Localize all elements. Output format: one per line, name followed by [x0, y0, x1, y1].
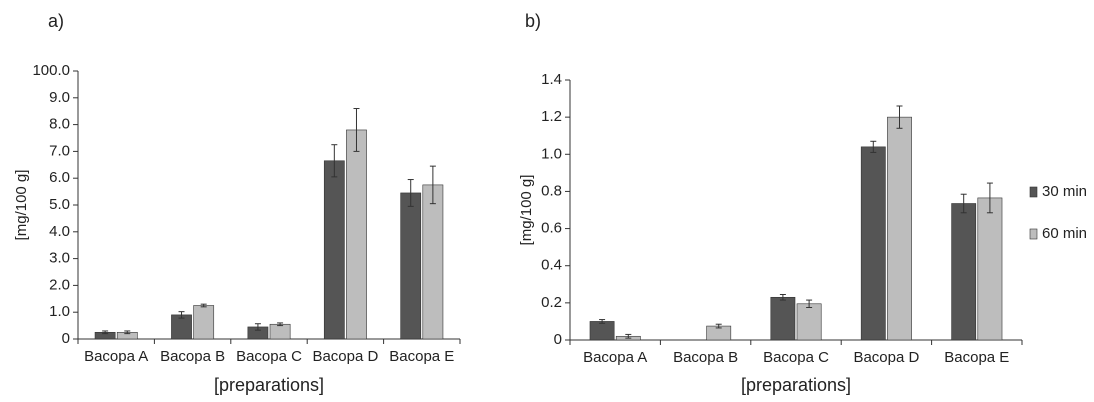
legend-label: 30 min [1042, 183, 1087, 200]
bar [346, 129, 367, 340]
bar [796, 303, 822, 341]
x-tick-label: Bacopa B [673, 349, 738, 366]
bar [887, 116, 912, 341]
x-tick-label: Bacopa A [583, 349, 647, 366]
y-tick-label: 0 [62, 330, 70, 347]
y-tick-label: 6.0 [49, 169, 70, 186]
bar [323, 160, 345, 340]
y-tick-label: 100.0 [32, 62, 70, 79]
y-tick-label: 9.0 [49, 89, 70, 106]
legend-swatch [1029, 228, 1038, 240]
x-axis-title: [preparations] [214, 375, 324, 395]
y-tick-label: 0.6 [541, 220, 562, 237]
x-tick-label: Bacopa C [236, 348, 302, 365]
y-tick-label: 0 [554, 331, 562, 348]
y-tick-label: 1.4 [541, 71, 562, 88]
bar [400, 192, 422, 340]
x-tick-label: Bacopa C [763, 349, 829, 366]
y-tick-label: 8.0 [49, 116, 70, 133]
y-tick-label: 0.2 [541, 294, 562, 311]
bar [860, 146, 886, 341]
panel-label: b) [525, 11, 541, 31]
bar [589, 321, 615, 341]
y-axis-title: [mg/100 g] [13, 170, 30, 241]
panel-label: a) [48, 11, 64, 31]
y-tick-label: 7.0 [49, 142, 70, 159]
x-tick-label: Bacopa A [84, 348, 148, 365]
x-tick-label: Bacopa D [312, 348, 378, 365]
x-tick-label: Bacopa E [389, 348, 454, 365]
y-axis-title: [mg/100 g] [518, 175, 535, 246]
y-tick-label: 5.0 [49, 196, 70, 213]
y-tick-label: 1.2 [541, 108, 562, 125]
bar [269, 323, 291, 340]
y-tick-label: 3.0 [49, 250, 70, 267]
bar [977, 197, 1003, 341]
x-axis-title: [preparations] [741, 375, 851, 395]
bar [193, 305, 215, 340]
x-tick-label: Bacopa E [944, 349, 1009, 366]
bar [770, 296, 796, 341]
y-tick-label: 1.0 [49, 303, 70, 320]
legend-swatch [1029, 186, 1038, 198]
x-tick-label: Bacopa B [160, 348, 225, 365]
x-tick-label: Bacopa D [853, 349, 919, 366]
bar [422, 184, 444, 340]
y-tick-label: 0.4 [541, 257, 562, 274]
y-tick-label: 2.0 [49, 276, 70, 293]
y-tick-label: 1.0 [541, 145, 562, 162]
y-tick-label: 4.0 [49, 223, 70, 240]
bar [951, 203, 977, 341]
y-tick-label: 0.8 [541, 182, 562, 199]
legend-label: 60 min [1042, 225, 1087, 242]
